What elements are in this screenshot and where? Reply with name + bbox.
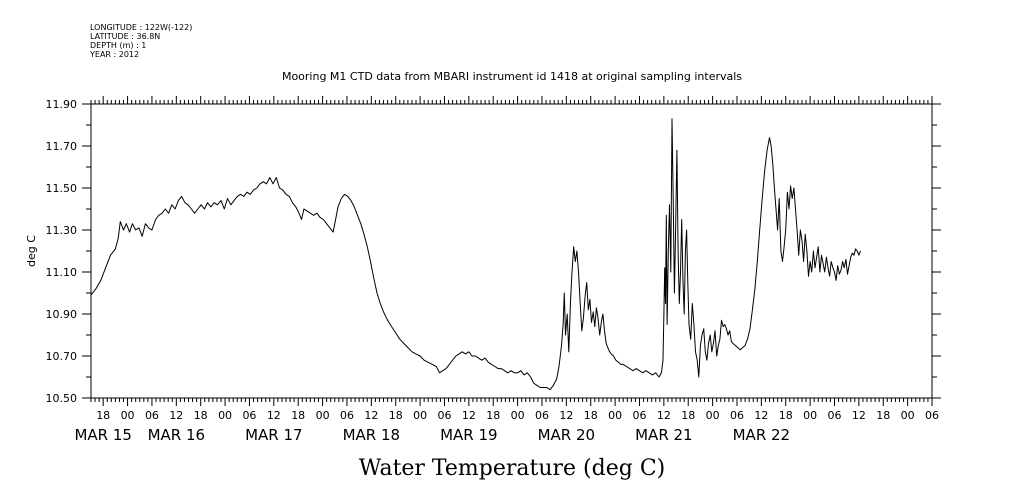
- x-tick-label-hour: 06: [632, 409, 646, 422]
- y-tick-label: 11.70: [46, 140, 78, 153]
- x-tick-label-hour: 18: [194, 409, 208, 422]
- y-axis-left: 10.50 10.70 10.90 11.10 11.30 11.50 11.70 11.90: [46, 98, 91, 405]
- x-tick-label-hour: 00: [511, 409, 525, 422]
- x-tick-label-hour: 18: [389, 409, 403, 422]
- x-tick-label-hour: 06: [340, 409, 354, 422]
- x-tick-label-day: MAR 20: [538, 426, 595, 444]
- x-tick-label-day: MAR 15: [74, 426, 131, 444]
- x-tick-label-hour: 06: [145, 409, 159, 422]
- day-labels: MAR 15 MAR 16 MAR 17 MAR 18 MAR 19 MAR 20 MAR …: [74, 426, 790, 444]
- x-tick-label-day: MAR 19: [440, 426, 497, 444]
- x-tick-label-hour: 12: [657, 409, 671, 422]
- metadata-depth: DEPTH (m) : 1: [90, 41, 146, 50]
- metadata-longitude: LONGITUDE : 122W(-122): [90, 23, 192, 32]
- x-tick-label-hour: 12: [462, 409, 476, 422]
- x-tick-label-hour: 00: [218, 409, 232, 422]
- x-tick-label-hour: 18: [779, 409, 793, 422]
- y-tick-label: 11.50: [46, 182, 78, 195]
- x-tick-label-hour: 00: [901, 409, 915, 422]
- metadata-year: YEAR : 2012: [89, 50, 139, 59]
- y-axis-label: deg C: [25, 235, 38, 267]
- y-tick-label: 10.50: [46, 392, 78, 405]
- x-tick-label-hour: 12: [754, 409, 768, 422]
- y-tick-label: 11.30: [46, 224, 78, 237]
- x-tick-label-hour: 18: [681, 409, 695, 422]
- y-axis-right: [932, 103, 941, 399]
- x-tick-label-hour: 00: [608, 409, 622, 422]
- x-tick-label-hour: 00: [706, 409, 720, 422]
- x-tick-label-hour: 06: [242, 409, 256, 422]
- x-tick-label-hour: 00: [316, 409, 330, 422]
- x-tick-label-hour: 12: [267, 409, 281, 422]
- x-tick-label-hour: 18: [584, 409, 598, 422]
- x-tick-label-hour: 06: [730, 409, 744, 422]
- y-tick-label: 10.90: [46, 308, 78, 321]
- y-tick-label: 11.90: [46, 98, 78, 111]
- y-tick-label: 11.10: [46, 266, 78, 279]
- metadata-block: LONGITUDE : 122W(-122) LATITUDE : 36.8N …: [89, 23, 192, 59]
- x-tick-label-hour: 06: [437, 409, 451, 422]
- x-tick-label-hour: 18: [96, 409, 110, 422]
- x-tick-label-hour: 12: [852, 409, 866, 422]
- y-tick-label: 10.70: [46, 350, 78, 363]
- x-tick-label-hour: 00: [413, 409, 427, 422]
- x-tick-label-day: MAR 16: [148, 426, 205, 444]
- x-tick-label-hour: 00: [803, 409, 817, 422]
- x-tick-label-day: MAR 21: [635, 426, 692, 444]
- x-tick-label-hour: 12: [364, 409, 378, 422]
- chart-title: Mooring M1 CTD data from MBARI instrumen…: [282, 70, 742, 83]
- x-tick-label-hour: 06: [827, 409, 841, 422]
- x-tick-label-hour: 12: [169, 409, 183, 422]
- x-axis-top: [90, 96, 933, 104]
- x-tick-label-hour: 18: [486, 409, 500, 422]
- x-axis-bottom: 18 00 06 12 18 00 06 12 18 00 06 12 18 00 06 12 18 00 06 12…: [90, 398, 939, 422]
- x-tick-label-hour: 00: [121, 409, 135, 422]
- x-tick-label-hour: 18: [876, 409, 890, 422]
- metadata-latitude: LATITUDE : 36.8N: [90, 32, 160, 41]
- x-tick-label-day: MAR 18: [343, 426, 400, 444]
- x-tick-label-hour: 06: [535, 409, 549, 422]
- plot-frame: [90, 103, 933, 399]
- x-axis-label: Water Temperature (deg C): [359, 456, 666, 481]
- x-tick-label-day: MAR 17: [245, 426, 302, 444]
- x-tick-label-day: MAR 22: [733, 426, 790, 444]
- x-tick-label-hour: 18: [291, 409, 305, 422]
- temperature-series-line: [90, 118, 861, 391]
- x-tick-label-hour: 12: [559, 409, 573, 422]
- x-tick-label-hour: 06: [925, 409, 939, 422]
